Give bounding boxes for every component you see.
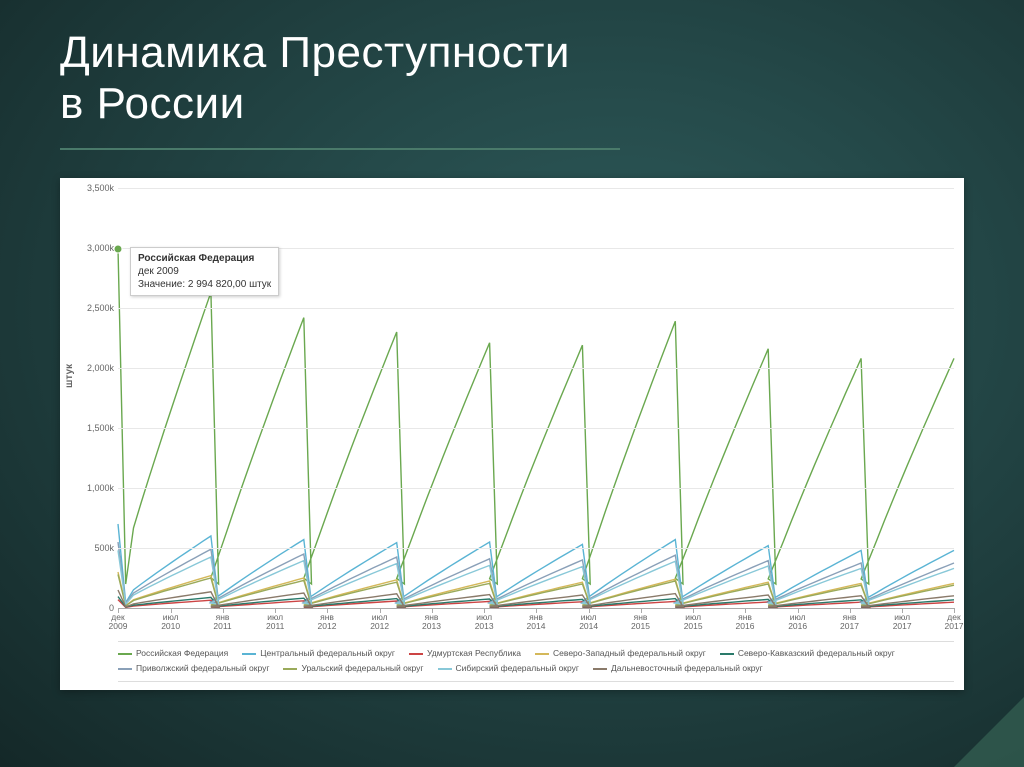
legend-item[interactable]: Дальневосточный федеральный округ bbox=[593, 662, 763, 676]
x-tick-label: июл2016 bbox=[788, 613, 807, 632]
legend-item[interactable]: Российская Федерация bbox=[118, 647, 228, 661]
legend-swatch bbox=[283, 668, 297, 670]
title-line-2: в России bbox=[60, 79, 245, 128]
highlighted-data-point[interactable] bbox=[114, 244, 123, 253]
legend-swatch bbox=[118, 653, 132, 655]
x-tick-label: июл2012 bbox=[370, 613, 389, 632]
legend-item[interactable]: Северо-Кавказский федеральный округ bbox=[720, 647, 895, 661]
y-tick-label: 0 bbox=[74, 603, 114, 613]
y-tick-label: 3,000k bbox=[74, 243, 114, 253]
legend-swatch bbox=[242, 653, 256, 655]
legend-item[interactable]: Приволжский федеральный округ bbox=[118, 662, 269, 676]
x-tick-label: янв2017 bbox=[840, 613, 859, 632]
x-tick-label: янв2016 bbox=[736, 613, 755, 632]
y-tick-label: 2,000k bbox=[74, 363, 114, 373]
corner-triangle-decoration bbox=[954, 697, 1024, 767]
legend-label: Российская Федерация bbox=[136, 647, 228, 661]
legend-swatch bbox=[438, 668, 452, 670]
legend-label: Северо-Кавказский федеральный округ bbox=[738, 647, 895, 661]
legend-swatch bbox=[720, 653, 734, 655]
tooltip-date: дек 2009 bbox=[138, 265, 271, 278]
x-tick-label: янв2013 bbox=[422, 613, 441, 632]
gridline bbox=[118, 548, 954, 549]
legend-item[interactable]: Северо-Западный федеральный округ bbox=[535, 647, 706, 661]
chart-panel: штук Российская ФедерацияЦентральный фед… bbox=[60, 178, 964, 690]
legend-swatch bbox=[409, 653, 423, 655]
chart-legend: Российская Федерация Центральный федераль… bbox=[118, 641, 954, 682]
x-tick-label: июл2013 bbox=[475, 613, 494, 632]
y-tick-label: 500k bbox=[74, 543, 114, 553]
legend-label: Удмуртская Республика bbox=[427, 647, 521, 661]
x-tick-label: янв2014 bbox=[527, 613, 546, 632]
legend-label: Уральский федеральный округ bbox=[301, 662, 423, 676]
x-tick-label: июл2015 bbox=[684, 613, 703, 632]
legend-item[interactable]: Уральский федеральный округ bbox=[283, 662, 423, 676]
gridline bbox=[118, 488, 954, 489]
gridline bbox=[118, 308, 954, 309]
y-tick-label: 2,500k bbox=[74, 303, 114, 313]
legend-label: Дальневосточный федеральный округ bbox=[611, 662, 763, 676]
x-tick-label: июл2010 bbox=[161, 613, 180, 632]
x-tick-label: июл2011 bbox=[266, 613, 284, 632]
y-tick-label: 1,500k bbox=[74, 423, 114, 433]
x-tick-label: июл2014 bbox=[579, 613, 598, 632]
legend-item[interactable]: Удмуртская Республика bbox=[409, 647, 521, 661]
chart-tooltip: Российская Федерациядек 2009Значение: 2 … bbox=[130, 247, 279, 296]
x-tick-label: янв2012 bbox=[318, 613, 337, 632]
title-underline bbox=[60, 148, 620, 150]
x-tick-label: янв2015 bbox=[631, 613, 650, 632]
legend-swatch bbox=[535, 653, 549, 655]
gridline bbox=[118, 428, 954, 429]
legend-label: Центральный федеральный округ bbox=[260, 647, 395, 661]
y-tick-label: 3,500k bbox=[74, 183, 114, 193]
page-title: Динамика Преступности в России bbox=[60, 28, 570, 129]
slide: Динамика Преступности в России штук Росс… bbox=[0, 0, 1024, 767]
gridline bbox=[118, 188, 954, 189]
legend-label: Приволжский федеральный округ bbox=[136, 662, 269, 676]
legend-item[interactable]: Сибирский федеральный округ bbox=[438, 662, 579, 676]
x-tick-label: июл2017 bbox=[893, 613, 912, 632]
tooltip-value: Значение: 2 994 820,00 штук bbox=[138, 278, 271, 291]
x-tick-label: янв2011 bbox=[213, 613, 231, 632]
legend-swatch bbox=[593, 668, 607, 670]
legend-item[interactable]: Центральный федеральный округ bbox=[242, 647, 395, 661]
x-tick-label: дек2017 bbox=[945, 613, 964, 632]
legend-label: Сибирский федеральный округ bbox=[456, 662, 579, 676]
series-line bbox=[118, 249, 954, 584]
tooltip-title: Российская Федерация bbox=[138, 252, 271, 265]
gridline bbox=[118, 368, 954, 369]
legend-swatch bbox=[118, 668, 132, 670]
x-tick-label: дек2009 bbox=[109, 613, 128, 632]
y-tick-label: 1,000k bbox=[74, 483, 114, 493]
title-line-1: Динамика Преступности bbox=[60, 28, 570, 77]
legend-label: Северо-Западный федеральный округ bbox=[553, 647, 706, 661]
